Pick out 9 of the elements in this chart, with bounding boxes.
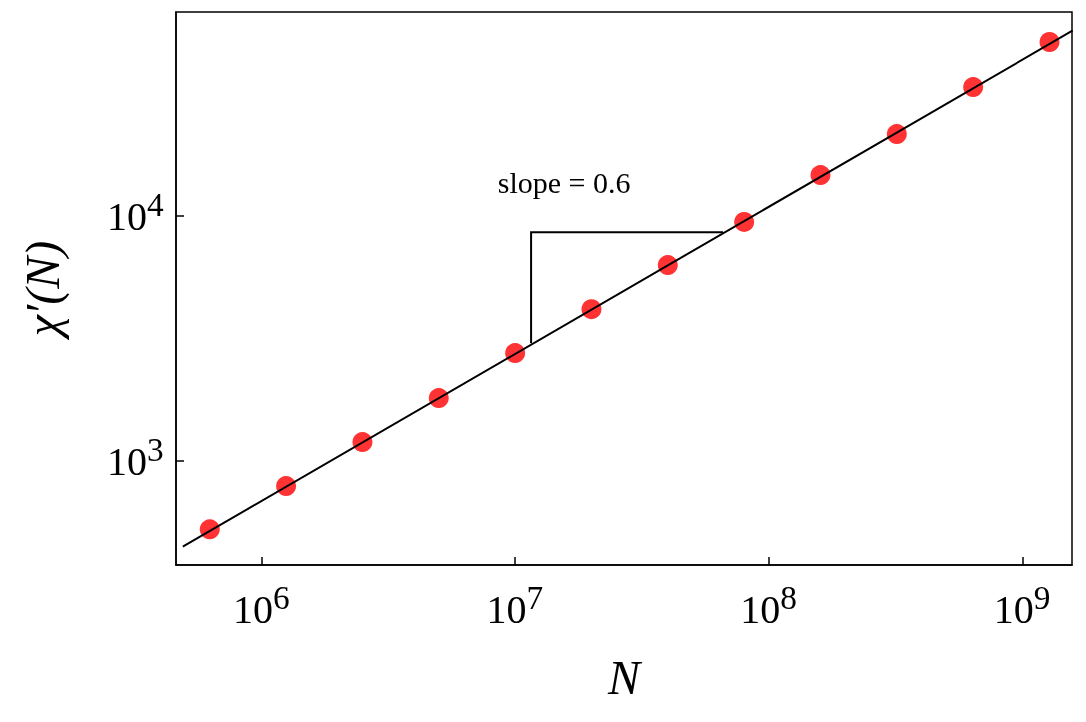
x-tick-label: 10$^{8}$ bbox=[740, 579, 797, 633]
annotation: slope = 0.6 bbox=[497, 166, 631, 201]
y-tick-label: 10$^{3}$ bbox=[107, 430, 164, 484]
x-axis-title: N bbox=[606, 650, 643, 704]
x-tick-label: 10$^{6}$ bbox=[233, 579, 290, 633]
x-tick-label: 10$^{7}$ bbox=[486, 579, 544, 633]
y-tick-label: 10$^{4}$ bbox=[107, 185, 164, 239]
x-tick-label: 10$^{9}$ bbox=[993, 579, 1051, 633]
y-axis-title: χ′(N) bbox=[15, 240, 70, 341]
